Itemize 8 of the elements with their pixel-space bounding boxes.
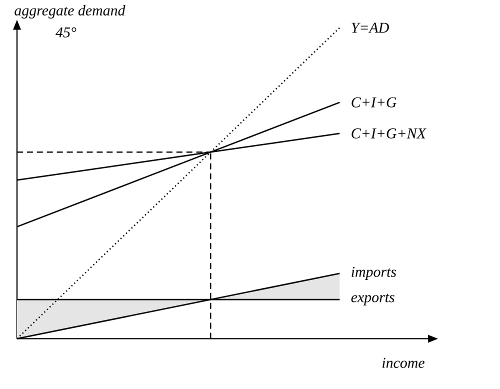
series-label: imports bbox=[352, 267, 396, 280]
series-label: exports bbox=[351, 294, 394, 306]
series-label: C+I+G bbox=[352, 97, 396, 108]
series-label: Y=AD bbox=[352, 22, 389, 33]
series-label: C+I+G+NX bbox=[352, 128, 426, 139]
y-axis-title: aggregate demand bbox=[14, 5, 126, 19]
annotation: 45° bbox=[56, 27, 76, 38]
x-axis-title: income bbox=[382, 358, 424, 368]
